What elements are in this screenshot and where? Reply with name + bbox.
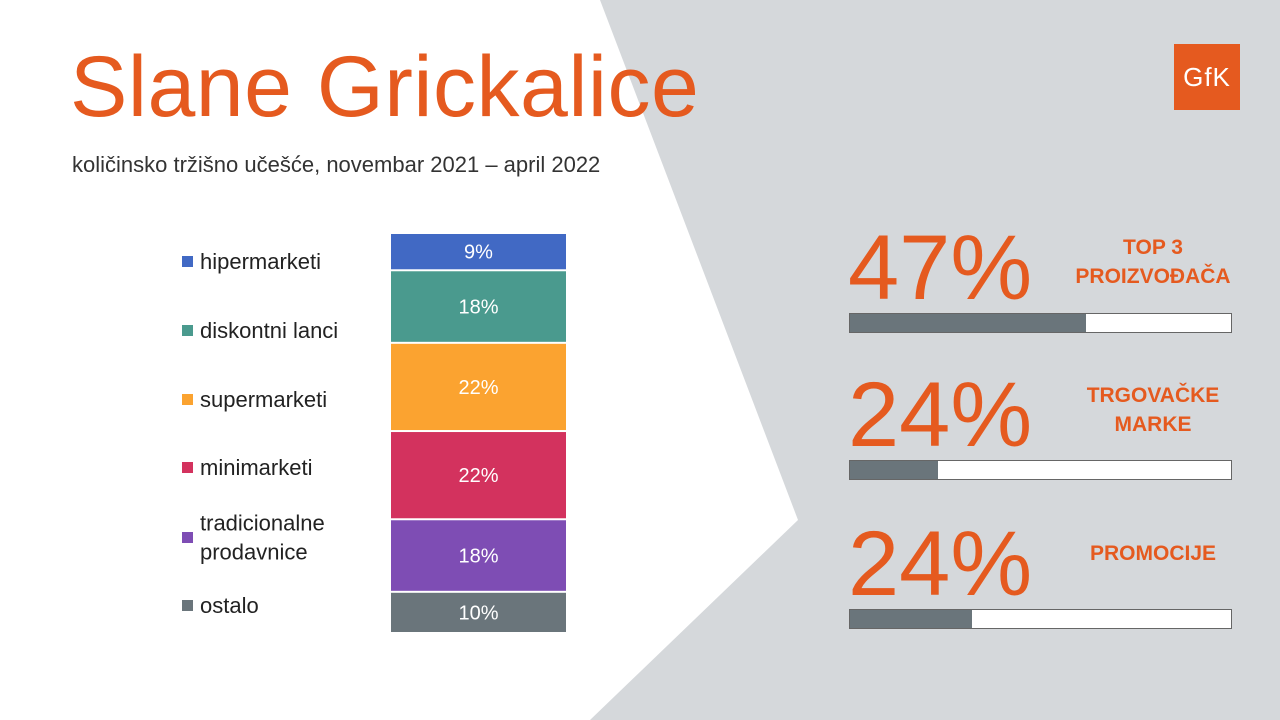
bar-value-label: 22% [458,377,498,399]
kpi-label-line: TRGOVAČKE [1086,384,1220,407]
legend-label: hipermarketi [200,249,321,274]
bar-segment-3 [391,343,566,431]
gray-arrow-panel [590,0,1280,720]
stacked-bar-chart: 9% hipermarketi 18% diskontni lanci 22% super… [182,234,566,632]
kpi-value: 24% [848,364,1033,466]
kpi-label: TRGOVAČKE MARKE [1053,381,1253,440]
bar-segment-6 [391,592,566,632]
legend-swatch [182,394,193,405]
kpi-progress-bar [849,460,1232,480]
bar-value-label: 9% [464,242,493,264]
kpi-label-line: MARKE [1114,413,1192,437]
kpi-label-line: PROMOCIJE [1089,542,1217,565]
legend-label: supermarketi [200,387,327,412]
bar-value-label: 18% [458,297,498,319]
bar-value-label: 22% [458,465,498,487]
kpi-label: TOP 3 PROIZVOĐAČA [1053,233,1253,292]
gfk-logo: GfK [1174,44,1240,110]
legend-swatch [182,256,193,267]
kpi-progress-fill [850,461,938,479]
legend-label: tradicionalne prodavnice [200,511,325,565]
kpi-progress-bar [849,313,1232,333]
bar-segment-5 [391,520,566,591]
bar-segment-2 [391,271,566,342]
kpi-progress-fill [850,314,1087,332]
kpi-progress-bar [849,609,1232,629]
kpi-progress-fill [850,610,972,628]
page-subtitle: količinsko tržišno učešće, novembar 2021… [72,152,601,177]
page-title: Slane Grickalice [70,39,700,135]
legend-label: diskontni lanci [200,318,338,343]
legend-swatch [182,532,193,543]
legend-swatch [182,600,193,611]
legend-swatch [182,325,193,336]
legend-swatch [182,462,193,473]
legend-label: minimarketi [200,455,312,480]
legend-label: ostalo [200,593,259,618]
kpi-label-line: PROIZVOĐAČA [1075,265,1231,289]
bar-value-label: 18% [458,546,498,568]
kpi-label-line: TOP 3 [1123,236,1183,259]
bar-segment-1 [391,234,566,270]
kpi-label: PROMOCIJE [1053,539,1253,568]
bar-segment-4 [391,432,566,519]
kpi-value: 24% [848,513,1033,615]
kpi-value: 47% [848,217,1033,319]
bar-value-label: 10% [458,602,498,624]
